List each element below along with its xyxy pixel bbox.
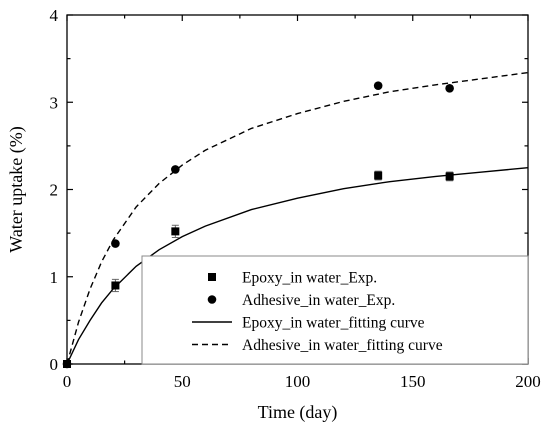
y-axis-label: Water uptake (%) bbox=[6, 126, 27, 252]
y-tick-label: 0 bbox=[50, 355, 59, 374]
epoxy-fitting-curve bbox=[66, 166, 529, 365]
legend-label: Epoxy_in water_fitting curve bbox=[242, 315, 425, 332]
y-tick-label: 3 bbox=[50, 93, 59, 112]
legend-label: Epoxy_in water_Exp. bbox=[242, 270, 377, 287]
legend: Epoxy_in water_Exp. Adhesive_in water_Exp… bbox=[141, 255, 529, 365]
epoxy-data-point bbox=[111, 281, 120, 290]
legend-label: Adhesive_in water_Exp. bbox=[242, 292, 395, 309]
legend-marker-swatch bbox=[208, 273, 216, 281]
x-tick-label: 100 bbox=[285, 372, 311, 391]
y-tick-label: 2 bbox=[50, 181, 59, 200]
legend-box bbox=[141, 255, 529, 365]
axis-ticks: 0 50 100 150 200 0 1 2 3 4 bbox=[50, 6, 541, 391]
y-tick-label: 4 bbox=[50, 6, 59, 25]
adhesive-data-point bbox=[373, 81, 383, 90]
adhesive-data-point bbox=[111, 239, 120, 248]
x-tick-label: 200 bbox=[515, 372, 541, 391]
x-tick-label: 50 bbox=[174, 372, 191, 391]
legend-label: Adhesive_in water_fitting curve bbox=[242, 337, 443, 354]
x-tick-label: 0 bbox=[63, 372, 72, 391]
adhesive-fitting-curve bbox=[66, 71, 529, 365]
epoxy-data-point bbox=[171, 227, 180, 236]
y-tick-label: 1 bbox=[50, 268, 59, 287]
epoxy-data-point bbox=[374, 171, 383, 180]
adhesive-data-point bbox=[445, 83, 454, 93]
x-tick-label: 150 bbox=[400, 372, 426, 391]
epoxy-data-point bbox=[445, 172, 454, 181]
x-axis-label: Time (day) bbox=[258, 402, 338, 423]
adhesive-data-point bbox=[171, 165, 180, 174]
fitting-curves bbox=[66, 71, 529, 365]
legend-marker-swatch bbox=[207, 295, 217, 304]
